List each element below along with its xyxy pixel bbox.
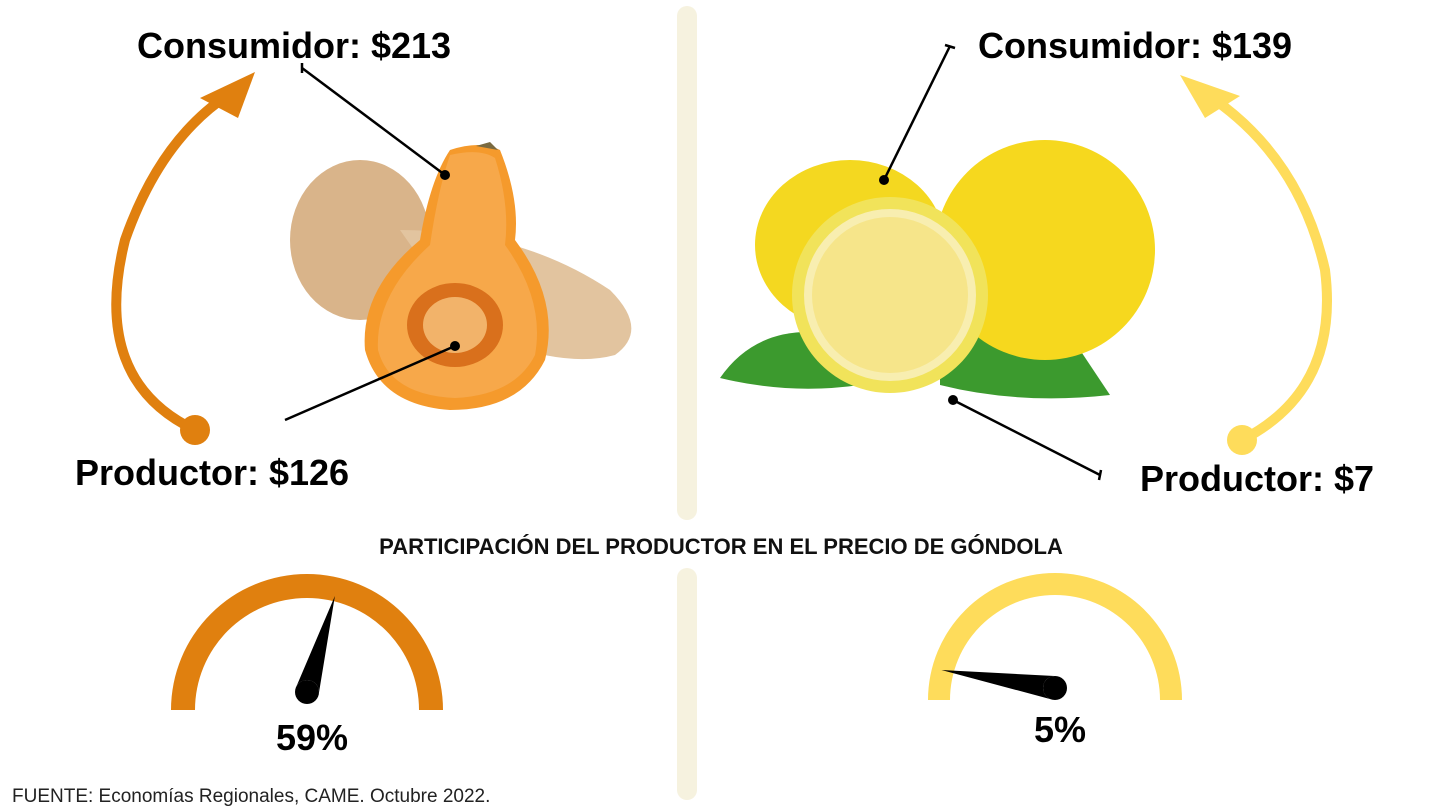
gauge-value: 5% [1034,709,1086,750]
arrow-dot [1227,425,1257,455]
gauge-arc [171,574,443,710]
lemon-illustration [720,140,1155,399]
gauges: 59% 5% [171,573,1182,758]
arrow-head [1180,75,1240,118]
pointers [284,43,1103,481]
price-arrow [1212,95,1332,445]
price-arrow [111,90,231,435]
producer-price: Productor: $7 [1140,458,1374,499]
consumer-price: Consumidor: $139 [978,25,1292,66]
gauge-needle [295,595,335,696]
subtitle: PARTICIPACIÓN DEL PRODUCTOR EN EL PRECIO… [379,534,1063,559]
producer-price: Productor: $126 [75,452,349,493]
squash-illustration [290,142,632,410]
source: FUENTE: Economías Regionales, CAME. Octu… [12,786,490,807]
gauge-hub [1043,676,1067,700]
gauge-needle [941,670,1057,700]
consumer-price: Consumidor: $213 [137,25,451,66]
pointer-dots [440,170,958,405]
arrow-head [200,72,255,118]
divider [677,568,697,800]
gauge-hub [295,680,319,704]
gauge-arc [928,573,1182,700]
gauge-value: 59% [276,717,348,758]
arrow-dot [180,415,210,445]
divider [677,6,697,520]
